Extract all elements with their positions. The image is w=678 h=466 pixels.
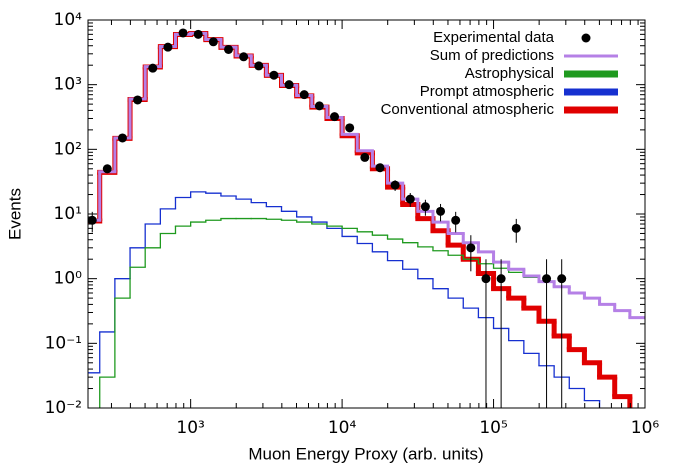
- legend-label: Prompt atmospheric: [420, 83, 555, 100]
- data-point: [391, 181, 400, 190]
- data-point: [345, 123, 354, 132]
- data-point: [209, 37, 218, 46]
- data-point: [269, 71, 278, 80]
- data-point: [148, 64, 157, 73]
- x-tick-label: 10³: [176, 418, 204, 438]
- legend-label: Conventional atmospheric: [381, 101, 555, 118]
- data-point: [497, 274, 506, 283]
- data-point: [360, 153, 369, 162]
- legend-label: Astrophysical: [465, 65, 554, 82]
- data-point: [512, 224, 521, 233]
- data-point: [133, 95, 142, 104]
- data-point: [481, 274, 490, 283]
- y-tick-label: 10⁰: [54, 269, 83, 289]
- legend-label: Experimental data: [433, 29, 555, 46]
- data-point: [330, 112, 339, 121]
- y-tick-label: 10⁴: [54, 10, 83, 30]
- data-point: [239, 52, 248, 61]
- legend-symbol: [582, 34, 591, 43]
- y-tick-label: 10²: [54, 139, 82, 159]
- data-point: [451, 216, 460, 225]
- legend-label: Sum of predictions: [430, 47, 554, 64]
- y-tick-label: 10¹: [54, 204, 82, 224]
- data-point: [194, 30, 203, 39]
- data-point: [103, 164, 112, 173]
- y-tick-label: 10⁻²: [45, 398, 82, 418]
- y-tick-label: 10³: [54, 75, 82, 95]
- x-tick-label: 10⁵: [479, 418, 507, 438]
- data-point: [179, 28, 188, 37]
- data-point: [557, 274, 566, 283]
- x-tick-label: 10⁴: [328, 418, 357, 438]
- data-point: [224, 45, 233, 54]
- y-axis-label: Events: [5, 188, 24, 240]
- data-point: [466, 243, 475, 252]
- data-point: [118, 133, 127, 142]
- x-tick-label: 10⁶: [631, 418, 660, 438]
- data-point: [300, 90, 309, 99]
- data-point: [315, 101, 324, 110]
- data-point: [542, 274, 551, 283]
- data-point: [421, 202, 430, 211]
- data-point: [285, 80, 294, 89]
- plot-area: [85, 28, 645, 433]
- data-point: [406, 195, 415, 204]
- data-point: [436, 207, 445, 216]
- y-tick-label: 10⁻¹: [45, 333, 82, 353]
- data-point: [254, 61, 263, 70]
- data-point: [163, 43, 172, 52]
- x-axis-label: Muon Energy Proxy (arb. units): [248, 444, 483, 463]
- data-point: [375, 163, 384, 172]
